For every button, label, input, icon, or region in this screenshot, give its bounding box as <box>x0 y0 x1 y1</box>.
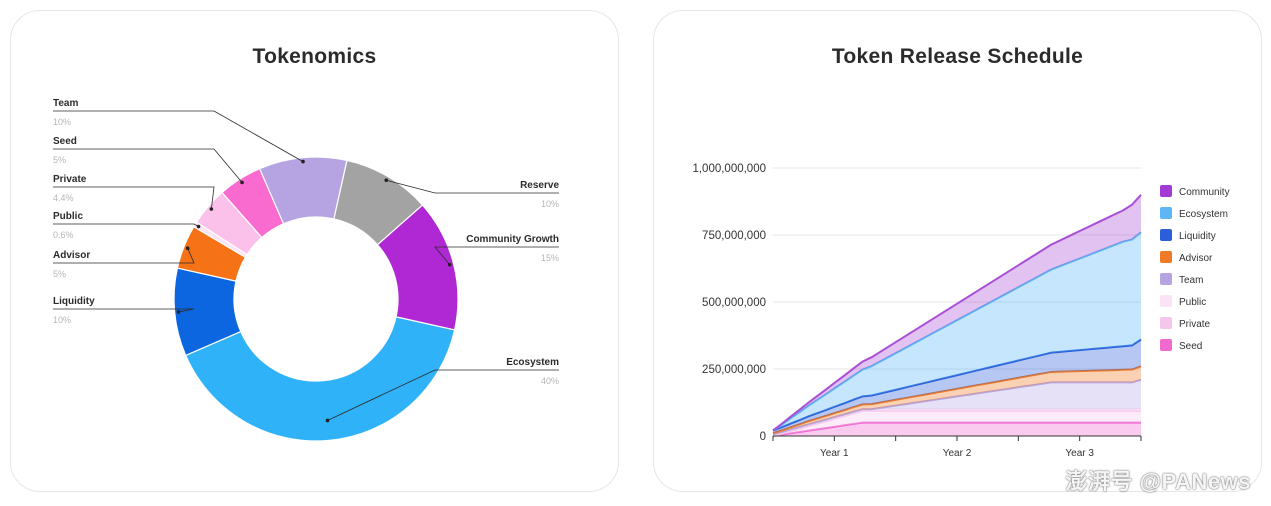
leader-line-private <box>53 186 215 210</box>
area-seed <box>773 422 1141 436</box>
tokenomics-title: Tokenomics <box>252 45 377 68</box>
leader-dot-liquidity <box>176 310 181 314</box>
slice-label-seed: Seed <box>53 136 77 147</box>
area-ecosystem <box>773 232 1141 431</box>
y-tick-label: 250,000,000 <box>702 364 766 376</box>
slice-pct-public: 0.6% <box>53 230 74 240</box>
leader-line-ecosystem <box>327 369 559 421</box>
release-schedule-area-chart: 0 250,000,000 500,000,000 750,000,000 1,000,… <box>692 163 1230 459</box>
tokenomics-card: Tokenomics Team 10% Reserve 10% Community Gr… <box>10 10 619 492</box>
area-private <box>773 410 1141 436</box>
legend-label-liquidity: Liquidity <box>1179 231 1216 242</box>
line-private <box>772 409 1141 437</box>
y-tick-label: 0 <box>760 431 766 443</box>
x-tick-label: Year 2 <box>943 448 972 459</box>
y-tick-label: 750,000,000 <box>702 230 766 242</box>
line-advisor <box>772 365 1142 435</box>
leader-dot-community-growth <box>447 262 452 267</box>
release-schedule-card: Token Release Schedule 0 250,000,000 500,0… <box>653 10 1262 492</box>
line-ecosystem <box>772 231 1142 432</box>
area-advisor <box>773 366 1141 435</box>
leader-dot-ecosystem <box>325 418 330 423</box>
leader-dot-advisor <box>185 246 190 250</box>
legend-swatch-private <box>1160 317 1172 329</box>
slice-pct-ecosystem: 40% <box>541 376 559 386</box>
leader-line-advisor <box>53 248 195 264</box>
legend-swatch-seed <box>1160 339 1172 351</box>
leader-dot-public <box>196 224 201 229</box>
area-community <box>773 194 1141 431</box>
slice-label-community-growth: Community Growth <box>466 234 559 245</box>
y-tick-label: 500,000,000 <box>702 297 766 309</box>
slice-label-reserve: Reserve <box>520 180 559 191</box>
line-community <box>772 194 1142 432</box>
leader-line-liquidity <box>53 308 195 313</box>
legend-label-seed: Seed <box>1179 341 1202 352</box>
donut-slice-seed <box>221 167 285 239</box>
legend-label-ecosystem: Ecosystem <box>1179 209 1228 220</box>
x-tick-label: Year 3 <box>1065 448 1094 459</box>
slice-label-public: Public <box>53 211 83 222</box>
donut-slice-ecosystem <box>184 316 456 442</box>
slice-pct-liquidity: 10% <box>53 315 71 325</box>
leader-line-public <box>53 223 199 227</box>
legend-swatch-public <box>1160 295 1172 307</box>
leader-line-team <box>53 110 304 162</box>
release-schedule-title: Token Release Schedule <box>831 45 1084 68</box>
slice-pct-reserve: 10% <box>541 199 559 209</box>
leader-line-seed <box>53 148 243 183</box>
leader-line-community-growth <box>434 246 559 265</box>
legend-swatch-team <box>1160 273 1172 285</box>
line-liquidity <box>772 338 1142 432</box>
line-seed <box>772 421 1141 437</box>
slice-pct-community-growth: 15% <box>541 253 559 263</box>
slice-label-ecosystem: Ecosystem <box>506 357 559 368</box>
legend-label-community: Community <box>1179 187 1230 198</box>
slice-label-advisor: Advisor <box>53 250 90 261</box>
area-team <box>773 379 1141 435</box>
legend-swatch-advisor <box>1160 251 1172 263</box>
slice-pct-private: 4.4% <box>53 193 74 203</box>
x-tick-label: Year 1 <box>820 448 849 459</box>
watermark: 澎湃号 @PANews <box>1065 469 1251 494</box>
leader-dot-reserve <box>384 178 389 183</box>
legend-label-private: Private <box>1179 319 1211 330</box>
y-tick-label: 1,000,000,000 <box>692 163 766 175</box>
slice-pct-seed: 5% <box>53 155 66 165</box>
leader-dot-team <box>301 159 305 164</box>
line-team <box>772 378 1142 436</box>
legend-swatch-community <box>1160 185 1172 197</box>
leader-dot-seed <box>240 180 244 185</box>
slice-pct-advisor: 5% <box>53 269 66 279</box>
legend-label-team: Team <box>1179 275 1203 286</box>
legend-label-advisor: Advisor <box>1179 253 1213 264</box>
slice-pct-team: 10% <box>53 117 71 127</box>
legend-swatch-liquidity <box>1160 229 1172 241</box>
legend-label-public: Public <box>1179 297 1206 308</box>
leader-line-reserve <box>386 179 559 194</box>
area-liquidity <box>773 339 1141 434</box>
legend-swatch-ecosystem <box>1160 207 1172 219</box>
leader-dot-private <box>209 207 214 211</box>
slice-label-team: Team <box>53 98 78 109</box>
slice-label-private: Private <box>53 174 87 185</box>
tokenomics-donut-chart: Team 10% Reserve 10% Community Growth 15% Ecos… <box>53 98 559 442</box>
slice-label-liquidity: Liquidity <box>53 296 95 307</box>
